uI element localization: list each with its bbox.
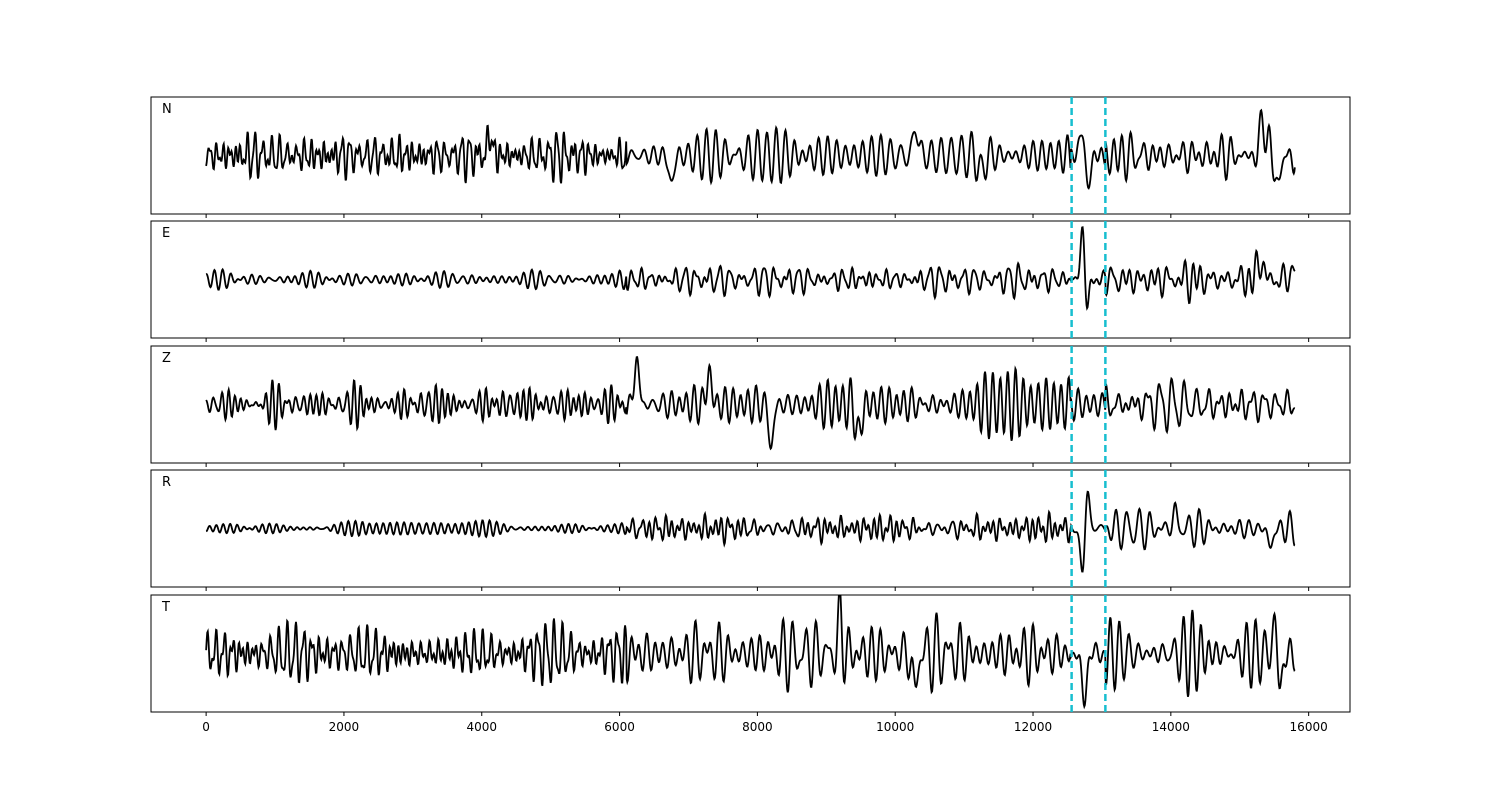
panel-n: N (150, 96, 1351, 218)
panel-z: Z (150, 345, 1351, 467)
panel-label: T (161, 600, 170, 615)
x-tick-label: 12000 (1014, 720, 1052, 734)
panel-label: Z (162, 351, 171, 366)
trace-n (205, 108, 1296, 190)
x-tick-label: 14000 (1152, 720, 1190, 734)
x-tick-label: 6000 (604, 720, 635, 734)
panel-e: E (150, 220, 1351, 342)
panel-label: R (162, 475, 171, 490)
panel-label: N (162, 102, 172, 117)
panel-label: E (162, 226, 170, 241)
panel-frame (150, 220, 1351, 339)
x-tick-label: 8000 (742, 720, 773, 734)
trace-e (205, 226, 1296, 311)
x-tick-label: 4000 (466, 720, 497, 734)
trace-t (205, 595, 1296, 710)
panel-frame (150, 96, 1351, 215)
x-tick-label: 10000 (876, 720, 914, 734)
x-tick-label: 16000 (1290, 720, 1328, 734)
panel-frame (150, 469, 1351, 588)
x-axis: 0 2000 4000 6000 8000 10000 12000 14000 16000 (202, 720, 1327, 734)
panel-t: T (150, 594, 1351, 716)
panel-frame (150, 594, 1351, 713)
trace-z (205, 356, 1296, 451)
panel-r: R (150, 469, 1351, 591)
panels: N E Z R T (150, 96, 1351, 716)
x-tick-label: 0 (202, 720, 210, 734)
panel-frame (150, 345, 1351, 464)
trace-r (205, 490, 1296, 573)
x-tick-label: 2000 (329, 720, 360, 734)
